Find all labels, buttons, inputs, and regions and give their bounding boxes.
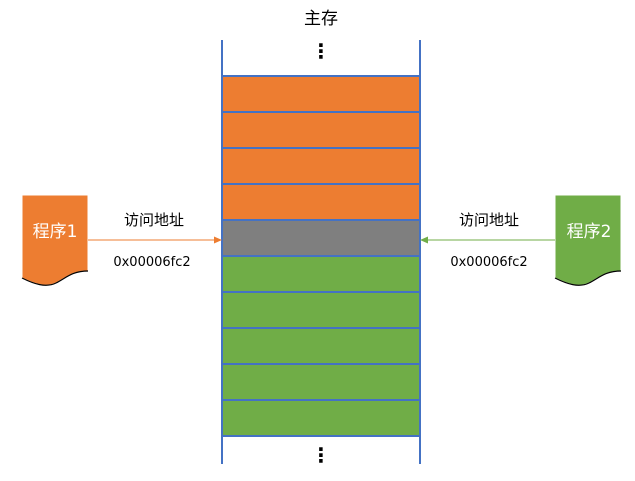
program1-label: 程序1 <box>33 222 78 242</box>
memory-blocks <box>222 76 420 436</box>
memory-block-program1 <box>222 184 420 220</box>
program2-label: 程序2 <box>567 222 612 242</box>
program2-document: 程序2 <box>555 195 621 285</box>
program1-arrow-head <box>214 237 222 244</box>
program2-address: 0x00006fc2 <box>450 255 527 270</box>
program2-arrow-head <box>420 237 428 244</box>
memory-ellipsis-bottom: ⋮ <box>311 443 331 467</box>
memory-block-program2 <box>222 364 420 400</box>
memory-block-program1 <box>222 76 420 112</box>
memory-ellipsis-top: ⋮ <box>311 39 331 63</box>
memory-title: 主存 <box>304 9 338 29</box>
memory-block-program2 <box>222 328 420 364</box>
program2-access-label: 访问地址 <box>459 211 519 229</box>
memory-block-shared <box>222 220 420 256</box>
program1-access-label: 访问地址 <box>124 211 184 229</box>
memory-block-program2 <box>222 292 420 328</box>
memory-block-program1 <box>222 112 420 148</box>
memory-block-program1 <box>222 148 420 184</box>
memory-block-program2 <box>222 400 420 436</box>
program1-document: 程序1 <box>22 195 88 285</box>
program1-address: 0x00006fc2 <box>113 255 190 270</box>
memory-block-program2 <box>222 256 420 292</box>
